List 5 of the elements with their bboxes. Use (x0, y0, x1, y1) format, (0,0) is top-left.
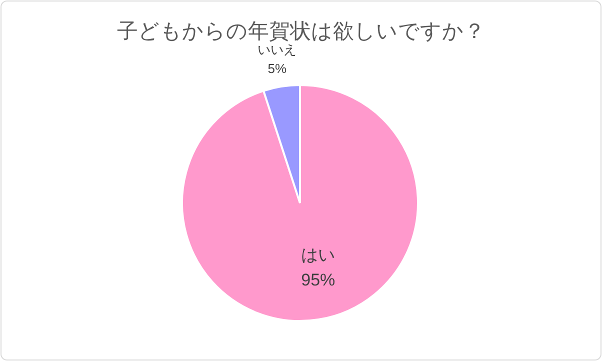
data-label: 5% (268, 60, 287, 76)
slice-label: いいえ (258, 42, 297, 57)
chart-title: 子どもからの年賀状は欲しいですか？ (117, 20, 485, 43)
slice-label: はい (301, 246, 336, 265)
data-label: 95% (301, 270, 336, 290)
